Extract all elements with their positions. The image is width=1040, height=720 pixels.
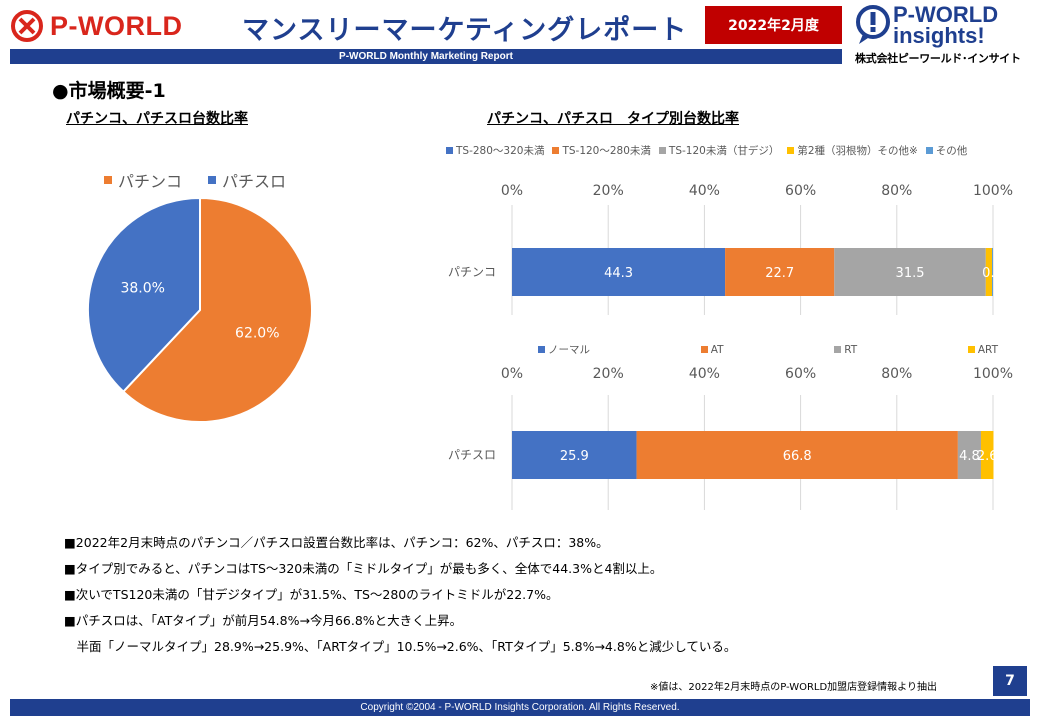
- legend-swatch: [552, 147, 560, 154]
- legend-swatch: [446, 147, 453, 154]
- report-date-badge: 2022年2月度: [705, 6, 842, 44]
- summary-bullets: ■2022年2月末時点のパチンコ／パチスロ設置台数比率は、パチンコ：62%、パチ…: [64, 530, 736, 660]
- section-title: ●市場概要-1: [52, 80, 166, 102]
- x-tick-label: 40%: [689, 183, 720, 199]
- exclamation-bubble-icon: [856, 5, 890, 44]
- bar-segment: [980, 431, 994, 479]
- bar-segment: [992, 248, 993, 296]
- page-number: 7: [993, 666, 1027, 696]
- pie-legend-item-pachislot: パチスロ: [208, 168, 286, 192]
- bar-data-label: 2.6: [977, 449, 998, 464]
- bar-segment: [834, 248, 986, 296]
- summary-bullet: 半面「ノーマルタイプ」28.9%→25.9%、「ARTタイプ」10.5%→2.6…: [64, 639, 737, 654]
- x-tick-label: 0%: [501, 183, 523, 199]
- summary-bullet: ■タイプ別でみると、パチンコはTS～320未満の「ミドルタイプ」が最も多く、全体…: [64, 561, 663, 576]
- legend-swatch: [787, 147, 795, 154]
- legend-label: RT: [844, 343, 858, 356]
- x-tick-label: 20%: [593, 183, 624, 199]
- p-world-globe-icon: [11, 10, 43, 42]
- bar-data-label: 44.3: [604, 266, 633, 281]
- bar-legend-item: TS-120～280未満: [552, 143, 651, 158]
- bar-legend-item: AT: [700, 342, 724, 357]
- category-label: パチスロ: [448, 448, 496, 462]
- pie-legend-item-pachinko: パチンコ: [104, 168, 182, 192]
- bar-legend-item: ノーマル: [538, 342, 590, 357]
- summary-bullet: ■次いでTS120未満の「甘デジタイプ」が31.5%、TS～280のライトミドル…: [64, 587, 559, 602]
- p-world-logo: P-WORLD: [10, 8, 210, 44]
- x-tick-label: 100%: [973, 183, 1013, 199]
- x-tick-label: 40%: [689, 366, 720, 382]
- x-tick-label: 100%: [973, 366, 1013, 382]
- legend-label: AT: [710, 343, 724, 356]
- legend-label: ノーマル: [548, 344, 590, 356]
- x-tick-label: 60%: [785, 183, 816, 199]
- insights-company-name: 株式会社ピーワールド･インサイト: [855, 52, 1021, 65]
- legend-swatch: [834, 346, 842, 353]
- legend-swatch: [967, 346, 975, 353]
- legend-label: その他: [935, 145, 968, 157]
- pie-chart: 62.0% 38.0%: [87, 196, 313, 423]
- insights-name: P-WORLD insights!: [893, 2, 999, 48]
- summary-bullet: ■2022年2月末時点のパチンコ／パチスロ設置台数比率は、パチンコ：62%、パチ…: [64, 535, 609, 550]
- bar-data-label: 4.8: [959, 449, 980, 464]
- pachislot-bar-legend: ノーマル AT RT ART: [538, 342, 998, 357]
- bar-segment: [636, 431, 958, 479]
- insights-name-line1: P-WORLD: [893, 2, 999, 27]
- pie-legend: パチンコ パチスロ: [104, 168, 286, 192]
- legend-label: TS-120～280未満: [562, 145, 651, 157]
- insights-logo: [855, 4, 891, 50]
- legend-swatch: [700, 346, 708, 353]
- pie-data-label: 62.0%: [235, 326, 279, 342]
- bar-legend-item: TS-280～320未満: [446, 143, 544, 158]
- bar-legend-item: ART: [967, 342, 998, 357]
- bar-chart-title: パチンコ、パチスロ タイプ別台数比率: [487, 111, 739, 127]
- bar-legend-item: 第2種（羽根物）その他※: [787, 143, 918, 158]
- legend-label: ART: [977, 343, 998, 356]
- page-title: マンスリーマーケティングレポート: [242, 15, 688, 46]
- x-tick-label: 0%: [501, 366, 523, 382]
- x-tick-label: 80%: [881, 366, 912, 382]
- legend-swatch-orange: [104, 176, 112, 184]
- pie-slice-pachislot: [87, 196, 201, 394]
- bar-segment: [957, 431, 981, 479]
- logo-text: P-WORLD: [50, 10, 183, 41]
- legend-swatch-blue: [208, 176, 217, 184]
- copyright-footer: Copyright ©2004 - P-WORLD Insights Corpo…: [10, 699, 1030, 716]
- bar-data-label: 0.2: [982, 266, 1003, 281]
- stacked-bar-charts: 0% 20% 40% 60% 80% 100% パチンコ 44.3 22.7 31.5 0.2 0% 2…: [448, 183, 1013, 510]
- bar-segment: [725, 248, 835, 296]
- bar-legend-item: TS-120未満（甘デジ）: [658, 143, 780, 158]
- x-tick-label: 60%: [785, 366, 816, 382]
- pie-data-label: 38.0%: [120, 280, 164, 296]
- bar-data-label: 31.5: [896, 266, 925, 281]
- bar-segment: [985, 248, 993, 296]
- bar-segment: [512, 248, 726, 296]
- x-tick-label: 80%: [881, 183, 912, 199]
- bar-data-label: 66.8: [783, 449, 812, 464]
- legend-label: TS-280～320未満: [456, 145, 545, 157]
- data-source-note: ※値は、2022年2月末時点のP-WORLD加盟店登録情報より抽出: [650, 682, 937, 693]
- summary-bullet: ■パチスロは、「ATタイプ」が前月54.8%→今月66.8%と大きく上昇。: [64, 613, 463, 628]
- bar-segment: [512, 431, 637, 479]
- legend-label: 第2種（羽根物）その他※: [797, 145, 918, 157]
- insights-name-line2: insights!: [893, 23, 985, 48]
- pachinko-bar-legend: TS-280～320未満 TS-120～280未満 TS-120未満（甘デジ） 第2種…: [446, 143, 1036, 158]
- pie-legend-label: パチスロ: [222, 172, 287, 191]
- bar-legend-item: その他: [925, 143, 968, 158]
- legend-swatch: [925, 147, 933, 154]
- x-tick-label: 20%: [593, 366, 624, 382]
- legend-swatch: [658, 147, 666, 154]
- pie-chart-title: パチンコ、パチスロ台数比率: [66, 111, 248, 127]
- bar-data-label: 25.9: [560, 449, 589, 464]
- category-label: パチンコ: [448, 265, 496, 279]
- legend-swatch: [538, 346, 545, 353]
- bar-legend-item: RT: [834, 342, 857, 357]
- legend-label: TS-120未満（甘デジ）: [668, 145, 780, 157]
- bar-data-label: 22.7: [765, 266, 794, 281]
- pie-legend-label: パチンコ: [118, 172, 183, 191]
- pie-slice-pachinko: [121, 196, 313, 423]
- subtitle-bar: P-WORLD Monthly Marketing Report: [10, 49, 842, 64]
